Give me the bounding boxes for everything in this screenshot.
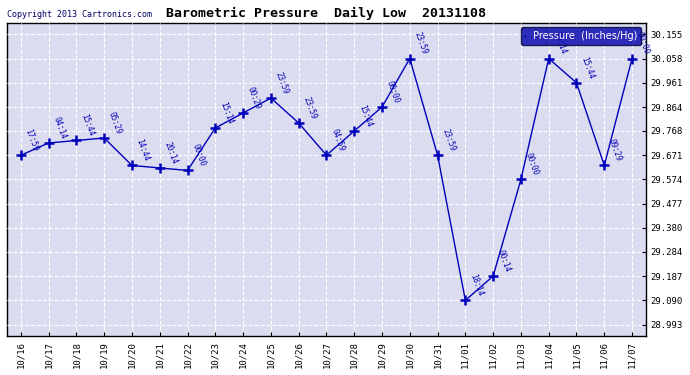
Text: 00:00: 00:00 xyxy=(524,152,540,177)
Text: 23:59: 23:59 xyxy=(440,128,457,153)
Text: 23:59: 23:59 xyxy=(302,95,318,120)
Text: 20:14: 20:14 xyxy=(163,140,179,165)
Text: 00:14: 00:14 xyxy=(496,249,512,273)
Text: 04:59: 04:59 xyxy=(329,128,346,153)
Text: 23:59: 23:59 xyxy=(413,31,429,56)
Text: 00:00: 00:00 xyxy=(190,143,207,168)
Text: Copyright 2013 Cartronics.com: Copyright 2013 Cartronics.com xyxy=(7,10,152,20)
Text: 05:29: 05:29 xyxy=(107,110,124,135)
Text: 18:14: 18:14 xyxy=(468,273,484,298)
Title: Barometric Pressure  Daily Low  20131108: Barometric Pressure Daily Low 20131108 xyxy=(166,7,486,20)
Text: 15:14: 15:14 xyxy=(218,100,235,125)
Text: 00:00: 00:00 xyxy=(385,80,401,104)
Text: 00:00: 00:00 xyxy=(635,31,651,56)
Text: 09:29: 09:29 xyxy=(607,138,623,163)
Legend: Pressure  (Inches/Hg): Pressure (Inches/Hg) xyxy=(521,27,641,45)
Text: 15:44: 15:44 xyxy=(357,104,373,128)
Text: 00:14: 00:14 xyxy=(551,31,568,56)
Text: 14:44: 14:44 xyxy=(135,138,151,163)
Text: 23:59: 23:59 xyxy=(274,70,290,95)
Text: 17:59: 17:59 xyxy=(23,128,40,153)
Text: 00:29: 00:29 xyxy=(246,86,262,110)
Text: 04:14: 04:14 xyxy=(51,116,68,140)
Text: 15:44: 15:44 xyxy=(580,55,595,80)
Text: 15:44: 15:44 xyxy=(79,113,95,138)
